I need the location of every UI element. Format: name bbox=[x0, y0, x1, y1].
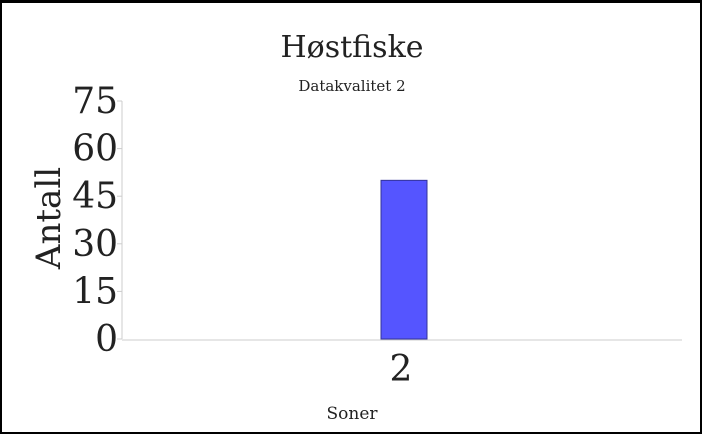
chart-title: Høstfiske bbox=[280, 30, 423, 65]
y-tick-label: 45 bbox=[72, 176, 118, 217]
y-tick-label: 60 bbox=[72, 129, 118, 170]
bars bbox=[380, 179, 428, 340]
bar bbox=[380, 179, 428, 340]
y-tick-label: 15 bbox=[72, 271, 118, 312]
y-tick-label: 30 bbox=[72, 224, 118, 265]
x-tick-label: 2 bbox=[390, 349, 413, 390]
y-tick-label: 0 bbox=[95, 319, 118, 360]
y-axis-label: Antall bbox=[29, 167, 69, 270]
bar-chart: Høstfiske Datakvalitet 2 Antall Soner 0 1… bbox=[29, 30, 682, 424]
y-tick-label: 75 bbox=[72, 81, 118, 122]
chart-subtitle: Datakvalitet 2 bbox=[298, 77, 405, 95]
x-axis: 2 bbox=[122, 339, 682, 390]
y-axis: 0 15 30 45 60 75 bbox=[72, 81, 123, 360]
x-axis-label: Soner bbox=[326, 404, 378, 424]
